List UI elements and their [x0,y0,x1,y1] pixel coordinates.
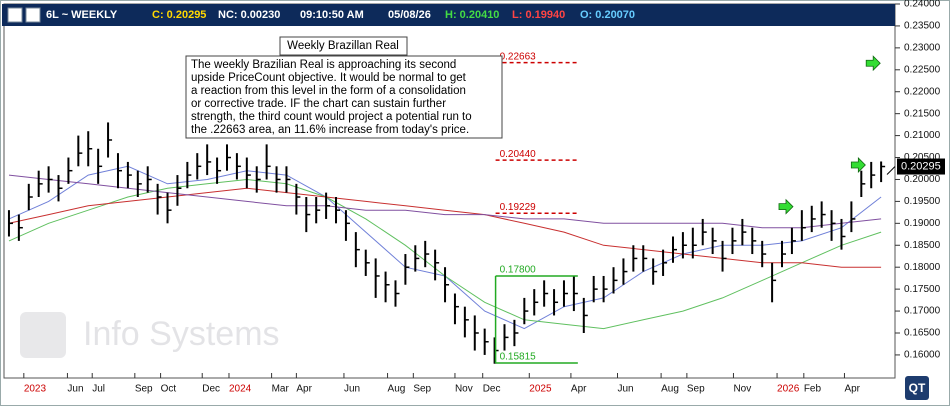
x-tick-label: Jun [344,384,360,395]
header-low: L: 0.19940 [512,9,565,21]
x-tick-label: Oct [161,384,177,395]
y-tick-label: 0.23000 [904,43,941,54]
last-price-label: 0.20295 [901,160,941,172]
y-tick-label: 0.17500 [904,284,941,295]
x-tick-label: Sep [413,384,431,395]
arrow [778,198,794,215]
note-line: strength, the third count would project … [191,111,472,123]
x-tick-label: Sep [687,384,705,395]
y-tick-label: 0.18000 [904,262,941,273]
logo [905,376,929,400]
note-line: or corrective trade. IF the chart can su… [191,98,446,110]
x-tick-label: 2024 [229,384,252,395]
level-label: 0.19229 [500,202,537,213]
header-open: O: 0.20070 [580,9,635,21]
level-label: 0.20440 [500,149,537,160]
y-tick-label: 0.20000 [904,174,941,185]
arrow [850,157,866,173]
moving-average [8,187,882,268]
watermark-logo [20,312,66,358]
moving-average [8,174,882,229]
note-line: a reaction from this level in the form o… [191,85,466,97]
x-tick-label: Apr [296,384,312,395]
x-tick-label: Apr [844,384,860,395]
level-label: 0.15815 [500,352,537,363]
header-close: C: 0.20295 [152,9,206,21]
y-tick-label: 0.16500 [904,328,941,339]
x-tick-label: 2025 [529,384,552,395]
x-tick-label: Nov [733,384,751,395]
note-line: The weekly Brazilian Real is approaching… [191,59,456,71]
note-box [185,55,503,139]
level-label: 0.17800 [500,265,537,276]
x-tick-label: Jun [617,384,633,395]
y-tick-label: 0.23500 [904,21,941,32]
y-tick-label: 0.16000 [904,350,941,361]
note-line: the .22663 area, an 11.6% increase from … [191,124,469,136]
header-symbol: 6L ~ WEEKLY [46,9,118,21]
x-tick-label: Mar [272,384,290,395]
x-tick-label: Nov [455,384,473,395]
y-tick-label: 0.21000 [904,130,941,141]
watermark: Info Systems [20,312,280,358]
arrow [865,55,881,72]
window-icon [25,7,41,23]
y-tick-label: 0.19500 [904,196,941,207]
x-tick-label: Jul [92,384,105,395]
x-tick-label: Sep [135,384,153,395]
y-tick-label: 0.19000 [904,218,941,229]
header-bar [2,4,895,26]
last-price-pointer [886,166,896,175]
x-tick-label: Dec [483,384,501,395]
header-time: 09:10:50 AM [300,9,364,21]
y-tick-label: 0.22000 [904,86,941,97]
y-tick-label: 0.21500 [904,108,941,119]
window-icon [7,7,23,23]
x-tick-label: 2023 [24,384,47,395]
y-tick-label: 0.18500 [904,240,941,251]
x-tick-label: 2026 [777,384,800,395]
y-tick-label: 0.20500 [904,152,941,163]
header-high: H: 0.20410 [445,9,499,21]
x-tick-label: Aug [388,384,406,395]
y-tick-label: 0.22500 [904,64,941,75]
x-tick-label: Apr [571,384,587,395]
note-title-box [279,36,408,56]
y-tick-label: 0.17000 [904,306,941,317]
x-tick-label: Feb [804,384,822,395]
last-price-box [897,158,945,175]
header-net-change: NC: 0.00230 [218,9,280,21]
note: Weekly Brazillan Real The weekly Brazili… [185,36,503,139]
watermark-text: Info Systems [83,315,280,353]
x-tick-label: Aug [661,384,679,395]
level-label: 0.22663 [500,51,537,62]
x-tick-label: Dec [202,384,220,395]
logo-text: QT [909,381,926,395]
note-title: Weekly Brazillan Real [287,40,399,52]
x-tick-label: Jun [67,384,83,395]
note-line: upside PriceCount objective. It would be… [191,72,467,84]
y-tick-label: 0.24000 [904,0,941,10]
header-date: 05/08/26 [388,9,431,21]
